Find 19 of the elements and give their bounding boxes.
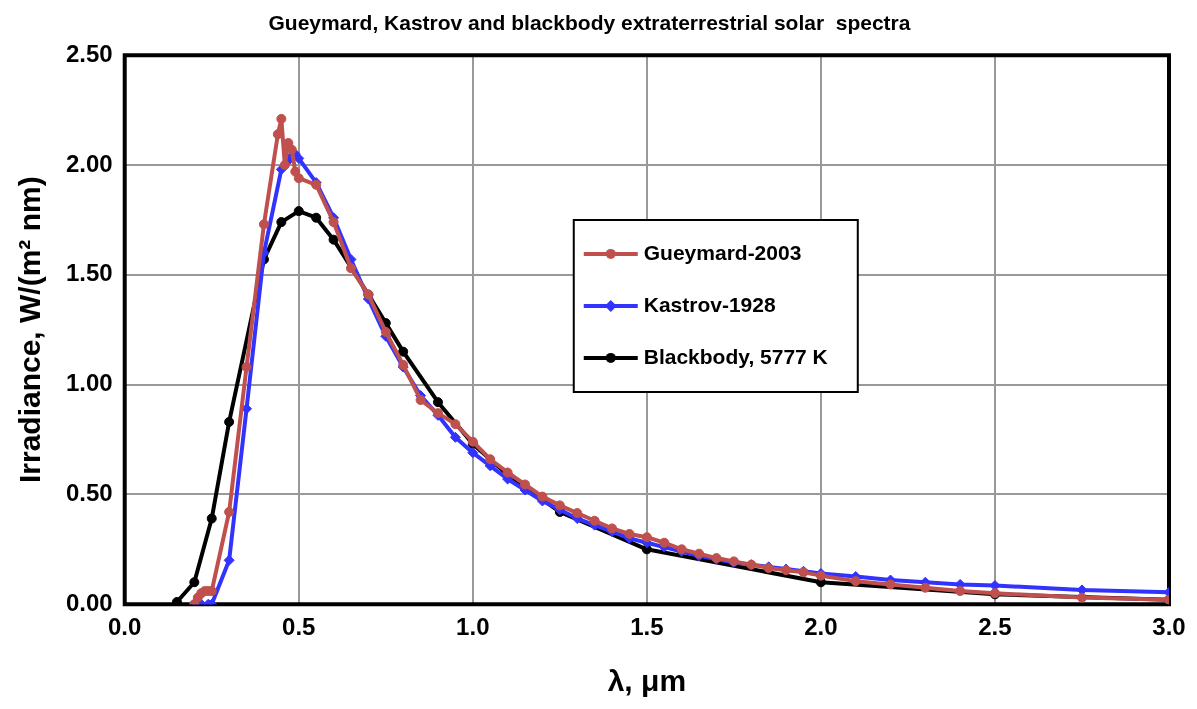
x-tick-label: 3.0 bbox=[1152, 613, 1186, 641]
x-tick-label: 0.0 bbox=[108, 613, 142, 641]
x-tick-label: 1.5 bbox=[630, 613, 664, 641]
y-tick-label: 0.50 bbox=[65, 479, 113, 507]
x-tick-label: 0.5 bbox=[282, 613, 316, 641]
x-tick-label: 2.0 bbox=[804, 613, 838, 641]
y-tick-label: 2.00 bbox=[65, 149, 113, 177]
y-tick-label: 0.00 bbox=[65, 588, 113, 616]
legend-label: Kastrov-1928 bbox=[643, 292, 776, 316]
legend-label: Blackbody, 5777 K bbox=[643, 344, 828, 368]
y-tick-label: 2.50 bbox=[65, 39, 113, 67]
x-axis-title: λ, μm bbox=[607, 664, 687, 698]
y-tick-label: 1.00 bbox=[65, 369, 113, 397]
legend-label: Gueymard-2003 bbox=[643, 240, 802, 264]
x-tick-label: 2.5 bbox=[978, 613, 1012, 641]
x-tick-label: 1.0 bbox=[456, 613, 490, 641]
y-tick-label: 1.50 bbox=[65, 259, 113, 287]
y-axis-title: Irradiance, W/(m² nm) bbox=[13, 176, 47, 484]
chart-title: Gueymard, Kastrov and blackbody extraterrestrial solar spectra bbox=[268, 11, 911, 35]
